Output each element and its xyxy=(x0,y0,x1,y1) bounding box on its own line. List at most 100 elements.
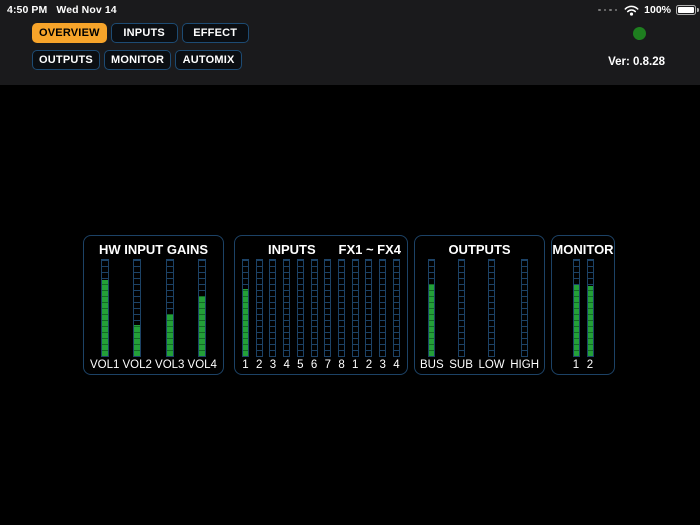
panel-title: FX1 ~ FX4 xyxy=(338,242,402,257)
header: 4:50 PM Wed Nov 14 100% OVERVIEW INPUTS EF… xyxy=(0,0,700,85)
meter-label: BUS xyxy=(420,359,444,371)
meter-column: 2 xyxy=(365,259,373,371)
meter-column: HIGH xyxy=(510,259,539,371)
status-date: Wed Nov 14 xyxy=(56,4,117,16)
status-left: 4:50 PM Wed Nov 14 xyxy=(7,4,117,16)
meter-label: 2 xyxy=(256,359,263,371)
nav-tabs: OVERVIEW INPUTS EFFECT OUTPUTS MONITOR AUTOMI… xyxy=(32,23,249,70)
tab-automix[interactable]: AUTOMIX xyxy=(175,50,243,70)
connection-status-dot xyxy=(633,27,646,40)
battery-percent: 100% xyxy=(644,4,671,16)
meter-label: 1 xyxy=(352,359,359,371)
wifi-icon xyxy=(624,5,639,16)
cellular-signal-dots-icon xyxy=(598,8,618,12)
meter-inputs-2 xyxy=(255,259,263,357)
meter-label: 4 xyxy=(283,359,290,371)
meter-label: 1 xyxy=(242,359,249,371)
meter-hw-input-gains-vol1 xyxy=(100,259,109,357)
meter-inputs-6 xyxy=(310,259,318,357)
panel-inputs: INPUTS FX1 ~ FX4 1 2 3 4 5 6 7 8 1 2 3 4 xyxy=(234,235,408,375)
meter-fill xyxy=(199,296,206,356)
meter-label: 3 xyxy=(379,359,386,371)
meter-column: 5 xyxy=(296,259,304,371)
status-right: 100% xyxy=(598,4,699,16)
panel-monitor: MONITOR 1 2 xyxy=(551,235,615,375)
tab-inputs[interactable]: INPUTS xyxy=(110,23,178,43)
panel-title-row: MONITOR xyxy=(552,242,614,258)
meter-inputs-4 xyxy=(283,259,291,357)
meter-column: 8 xyxy=(338,259,346,371)
panel-outputs: OUTPUTS BUS SUB LOW HIGH xyxy=(414,235,545,375)
meter-column: SUB xyxy=(449,259,473,371)
meter-column: BUS xyxy=(420,259,444,371)
meter-inputs-3 xyxy=(379,259,387,357)
meter-outputs-high xyxy=(521,259,529,357)
meters-row: BUS SUB LOW HIGH xyxy=(420,259,539,371)
meter-column: VOL3 xyxy=(155,259,184,371)
meter-inputs-8 xyxy=(338,259,346,357)
meter-column: VOL1 xyxy=(90,259,119,371)
meter-label: VOL4 xyxy=(187,359,217,371)
meter-column: 1 xyxy=(242,259,249,371)
meter-column: 2 xyxy=(586,259,594,371)
meter-column: 6 xyxy=(310,259,318,371)
meter-inputs-2 xyxy=(365,259,373,357)
tab-overview[interactable]: OVERVIEW xyxy=(32,23,107,43)
meter-outputs-bus xyxy=(428,259,436,357)
meter-inputs-3 xyxy=(269,259,277,357)
meter-label: 4 xyxy=(393,359,400,371)
meter-column: LOW xyxy=(478,259,505,371)
meter-inputs-7 xyxy=(324,259,332,357)
meter-outputs-low xyxy=(488,259,496,357)
tab-effect[interactable]: EFFECT xyxy=(181,23,249,43)
meter-hw-input-gains-vol2 xyxy=(133,259,142,357)
meter-column: 3 xyxy=(269,259,277,371)
panel-title-row: HW INPUT GAINS xyxy=(84,242,223,258)
meter-outputs-sub xyxy=(457,259,465,357)
meter-label: 1 xyxy=(572,359,580,371)
nav-row: OUTPUTS MONITOR AUTOMIX xyxy=(32,50,249,70)
meter-label: 7 xyxy=(324,359,332,371)
meter-label: 2 xyxy=(365,359,373,371)
meter-column: VOL4 xyxy=(188,259,217,371)
meter-column: 3 xyxy=(379,259,387,371)
meter-monitor-1 xyxy=(572,259,580,357)
meter-column: 1 xyxy=(572,259,580,371)
meter-inputs-1 xyxy=(242,259,249,357)
panel-title: HW INPUT GAINS xyxy=(98,242,209,257)
meter-label: 3 xyxy=(269,359,277,371)
meter-monitor-2 xyxy=(586,259,594,357)
meter-column: 1 xyxy=(351,259,359,371)
meter-hw-input-gains-vol3 xyxy=(165,259,174,357)
panel-title: INPUTS xyxy=(268,242,316,257)
meter-hw-input-gains-vol4 xyxy=(198,259,207,357)
meter-inputs-5 xyxy=(296,259,304,357)
meter-label: 5 xyxy=(297,359,304,371)
meter-fill xyxy=(573,284,579,356)
meter-fill xyxy=(101,280,108,356)
tab-monitor[interactable]: MONITOR xyxy=(103,50,172,70)
meter-label: HIGH xyxy=(510,359,539,371)
meter-label: 8 xyxy=(338,359,345,371)
status-time: 4:50 PM xyxy=(7,4,48,16)
meter-fill xyxy=(166,313,173,356)
meter-inputs-4 xyxy=(392,259,400,357)
meter-column: 7 xyxy=(324,259,332,371)
meter-label: LOW xyxy=(478,359,505,371)
meter-label: 6 xyxy=(310,359,318,371)
meter-fill xyxy=(243,288,248,356)
meter-label: SUB xyxy=(449,359,473,371)
meter-column: 4 xyxy=(392,259,400,371)
tab-outputs[interactable]: OUTPUTS xyxy=(32,50,100,70)
meter-label: 2 xyxy=(586,359,594,371)
battery-icon xyxy=(676,5,699,15)
meter-column: VOL2 xyxy=(123,259,152,371)
version-label: Ver: 0.8.28 xyxy=(608,56,665,68)
meter-column: 2 xyxy=(255,259,263,371)
status-bar: 4:50 PM Wed Nov 14 100% xyxy=(0,0,700,17)
meter-label: VOL2 xyxy=(122,359,152,371)
panel-title-row: OUTPUTS xyxy=(415,242,544,258)
meter-column: 4 xyxy=(283,259,291,371)
